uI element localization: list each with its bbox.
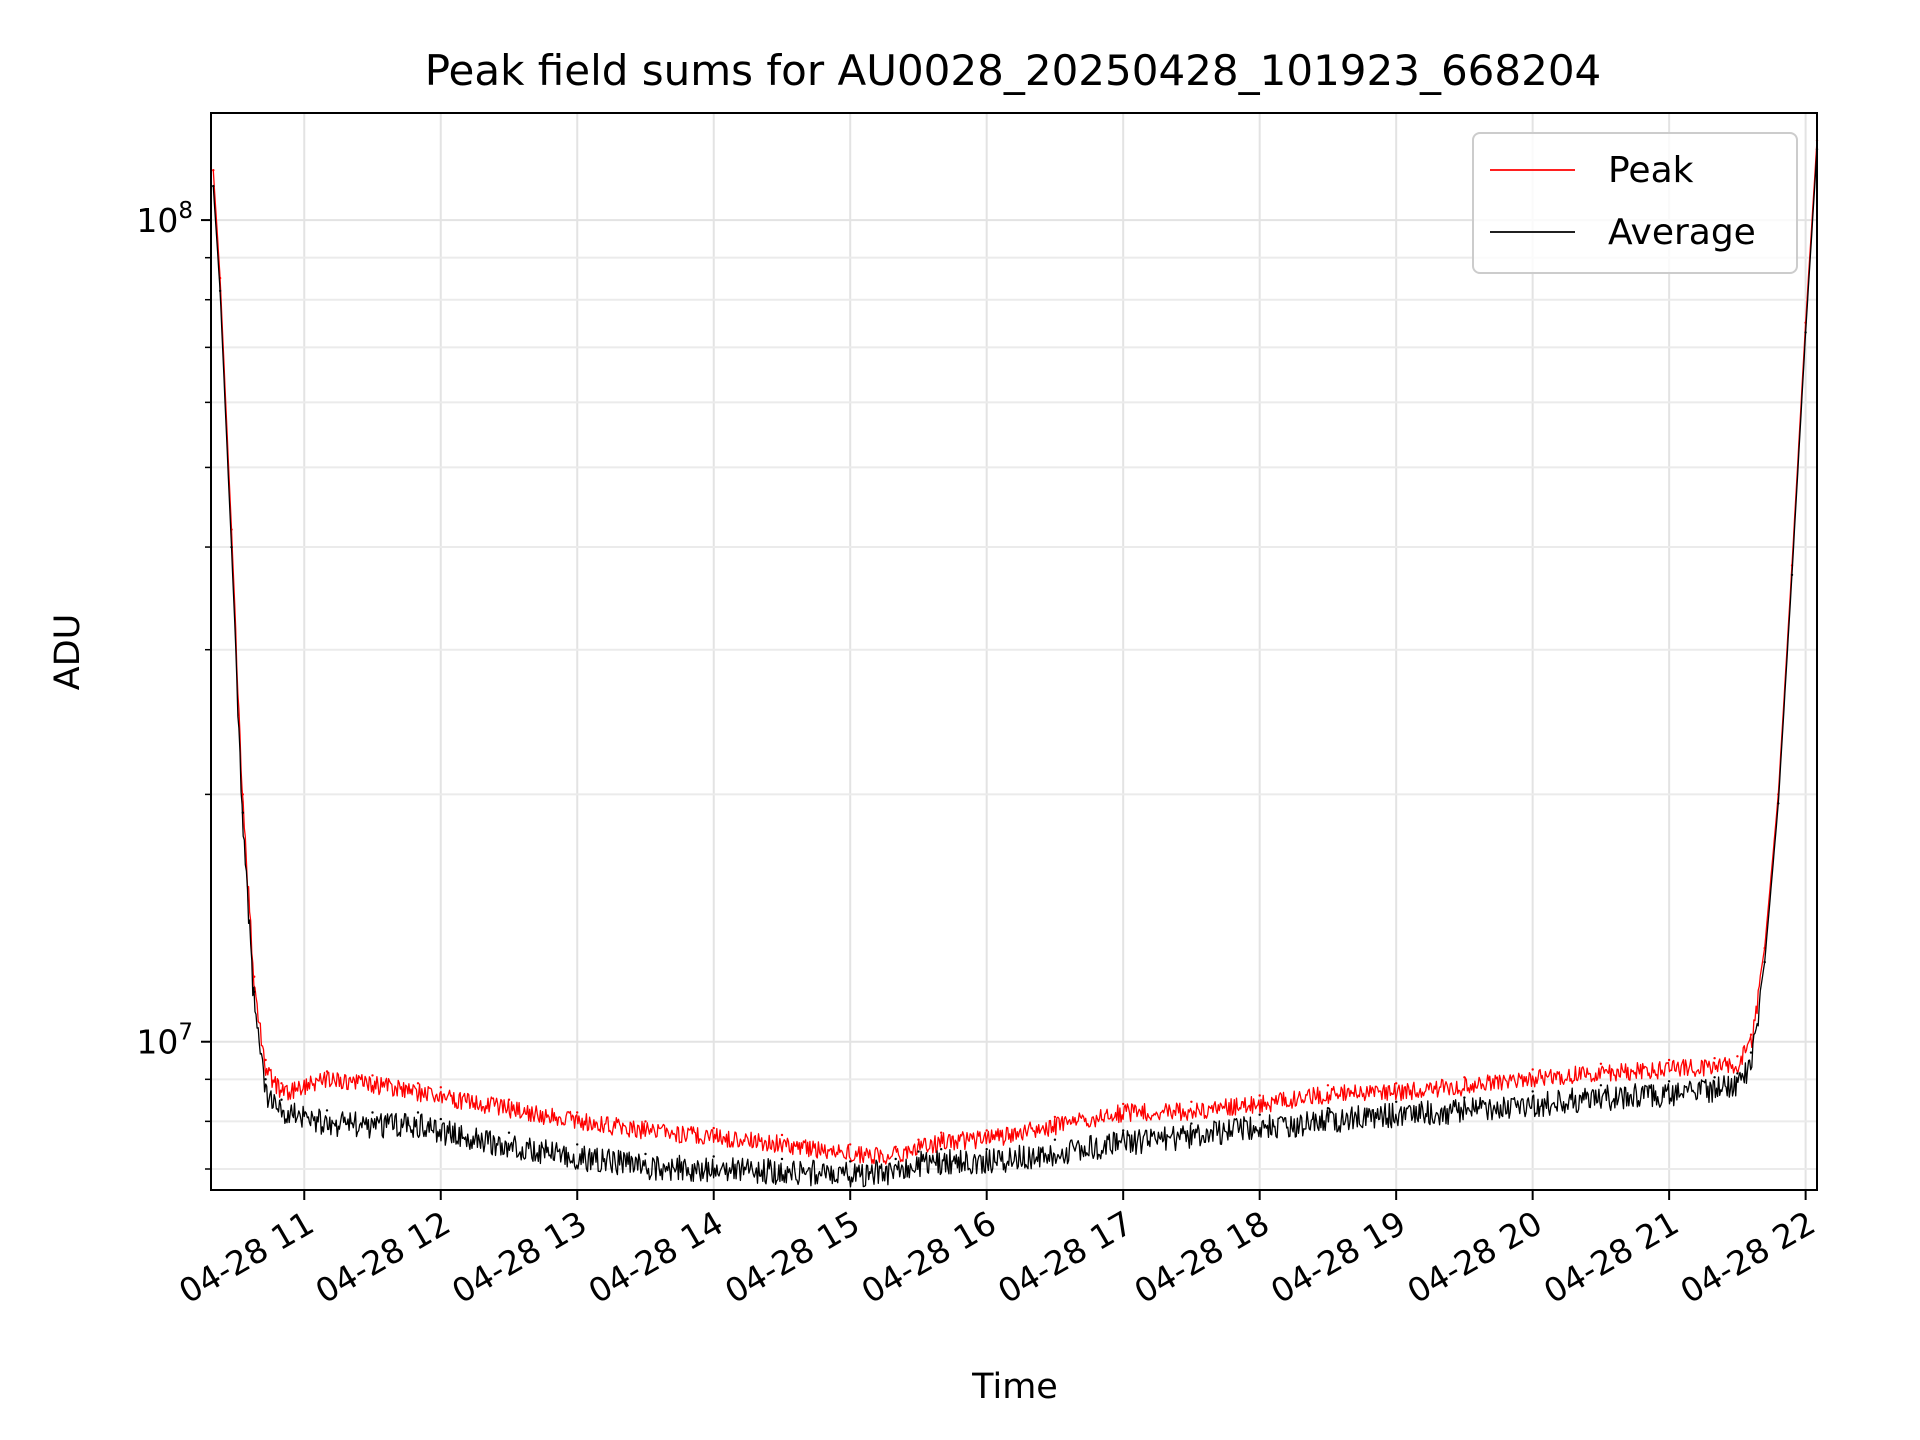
series-point-peak — [253, 975, 256, 978]
series-point-average — [712, 1155, 715, 1158]
series-point-average — [1395, 1100, 1398, 1104]
series-point-peak — [1463, 1076, 1466, 1079]
legend-label-average: Average — [1608, 212, 1756, 253]
series-point-average — [985, 1148, 988, 1151]
series-point-peak — [1736, 1055, 1739, 1058]
series-point-average — [439, 1117, 442, 1121]
series-point-peak — [917, 1138, 920, 1141]
y-axis-label: ADU — [48, 614, 88, 691]
series-point-peak — [1122, 1102, 1125, 1106]
series-point-average — [507, 1131, 511, 1134]
grid — [211, 113, 1817, 1190]
series-point-average — [1763, 960, 1766, 964]
series-point-average — [1713, 1076, 1716, 1079]
series-point-average — [1749, 1051, 1753, 1054]
series-point-peak — [1667, 1058, 1671, 1062]
series-point-average — [1326, 1107, 1330, 1110]
series-point-average — [1804, 331, 1807, 334]
series-line-average — [212, 149, 1818, 1188]
legend: Peak Average — [1472, 132, 1798, 274]
series-point-peak — [780, 1133, 784, 1137]
series-point-average — [280, 1098, 283, 1101]
series-point-peak — [940, 1131, 943, 1134]
series-point-average — [1736, 1072, 1739, 1075]
series-point-average — [230, 545, 233, 549]
legend-box — [1472, 132, 1798, 274]
series-point-peak — [264, 1058, 267, 1062]
series-point-peak — [1190, 1100, 1193, 1104]
series-point-peak — [894, 1145, 897, 1149]
series-point-average — [1531, 1090, 1534, 1093]
series-point-peak — [507, 1098, 511, 1101]
y-tick-label: 107 — [136, 1020, 193, 1062]
series-point-peak — [416, 1082, 420, 1085]
series-point-peak — [1326, 1084, 1330, 1087]
series-point-average — [1599, 1084, 1603, 1087]
y-tick-exponent: 8 — [178, 198, 193, 224]
series-point-peak — [325, 1070, 329, 1073]
series-point-average — [1667, 1080, 1671, 1083]
series-point-peak — [1395, 1082, 1398, 1085]
chart-title: Peak field sums for AU0028_20250428_1019… — [425, 46, 1602, 95]
series-point-average — [1777, 802, 1780, 805]
series-point-peak — [1053, 1115, 1057, 1119]
series-point-peak — [241, 793, 244, 796]
series-point-peak — [280, 1082, 283, 1085]
series-line-peak — [212, 140, 1818, 1165]
series-point-average — [1190, 1122, 1193, 1125]
series-layer — [212, 139, 1819, 1188]
series-point-peak — [849, 1143, 852, 1146]
series-point-average — [1053, 1138, 1057, 1141]
x-axis-label: Time — [971, 1367, 1058, 1407]
y-tick-exponent: 7 — [178, 1020, 193, 1046]
series-point-peak — [985, 1129, 988, 1132]
series-point-average — [212, 184, 215, 188]
series-point-peak — [371, 1074, 374, 1077]
series-point-peak — [644, 1120, 647, 1123]
series-point-average — [894, 1157, 897, 1161]
series-point-average — [1790, 573, 1794, 577]
series-point-peak — [1713, 1057, 1716, 1060]
series-point-average — [1122, 1129, 1125, 1132]
series-point-average — [1463, 1096, 1466, 1099]
series-point-peak — [212, 169, 215, 172]
series-point-average — [218, 289, 222, 293]
series-point-peak — [439, 1086, 442, 1089]
series-point-average — [416, 1111, 420, 1114]
series-point-average — [576, 1143, 579, 1146]
legend-label-peak: Peak — [1608, 150, 1694, 191]
series-point-average — [253, 990, 256, 994]
series-point-average — [917, 1150, 920, 1153]
series-point-average — [241, 811, 244, 814]
y-tick-base: 10 — [136, 1023, 178, 1062]
series-point-average — [940, 1148, 943, 1151]
series-point-average — [849, 1160, 852, 1163]
series-point-average — [371, 1111, 374, 1114]
series-point-peak — [1599, 1062, 1603, 1066]
series-point-average — [1258, 1113, 1261, 1116]
series-point-average — [644, 1152, 647, 1156]
series-point-peak — [576, 1111, 579, 1114]
series-point-average — [780, 1157, 784, 1161]
plot-frame — [210, 112, 1818, 1191]
y-tick-label: 108 — [136, 198, 193, 240]
y-tick-base: 10 — [136, 201, 178, 240]
series-point-peak — [1258, 1094, 1261, 1097]
series-point-average — [325, 1109, 329, 1112]
series-point-peak — [712, 1126, 715, 1130]
series-point-peak — [1531, 1068, 1534, 1071]
series-point-peak — [1749, 1033, 1753, 1036]
series-point-average — [264, 1078, 267, 1081]
